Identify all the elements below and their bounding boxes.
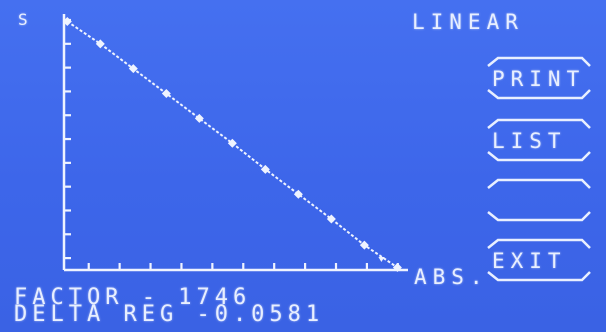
- data-point: [95, 39, 105, 49]
- softkey-frame: [487, 56, 591, 100]
- softkey-frame: [487, 118, 591, 162]
- data-point: [359, 240, 369, 250]
- delta-reg-readout: DELTA REG -0.0581: [14, 302, 325, 327]
- list-softkey-label: LIST: [492, 129, 567, 153]
- blank-softkey[interactable]: [486, 178, 592, 222]
- list-softkey[interactable]: LIST: [486, 118, 592, 162]
- softkey-frame: [487, 178, 591, 222]
- factor-readout: FACTOR - 1746: [14, 285, 252, 310]
- data-point: [260, 164, 270, 174]
- data-point: [326, 214, 336, 224]
- exit-softkey[interactable]: EXIT: [486, 238, 592, 282]
- data-point: [161, 89, 171, 99]
- data-point: [128, 64, 138, 74]
- curve-mode-label: LINEAR: [412, 10, 524, 34]
- print-softkey[interactable]: PRINT: [486, 56, 592, 100]
- down-arrow-icon: [378, 257, 385, 262]
- exit-softkey-label: EXIT: [492, 249, 567, 273]
- print-softkey-label: PRINT: [492, 67, 586, 91]
- data-point: [227, 138, 237, 148]
- data-point: [392, 263, 402, 273]
- x-axis-label: ABS.: [414, 265, 489, 289]
- data-point: [194, 113, 204, 123]
- data-point: [293, 189, 303, 199]
- data-point: [62, 16, 72, 26]
- softkey-frame: [487, 238, 591, 282]
- y-axis-label: S: [18, 10, 28, 29]
